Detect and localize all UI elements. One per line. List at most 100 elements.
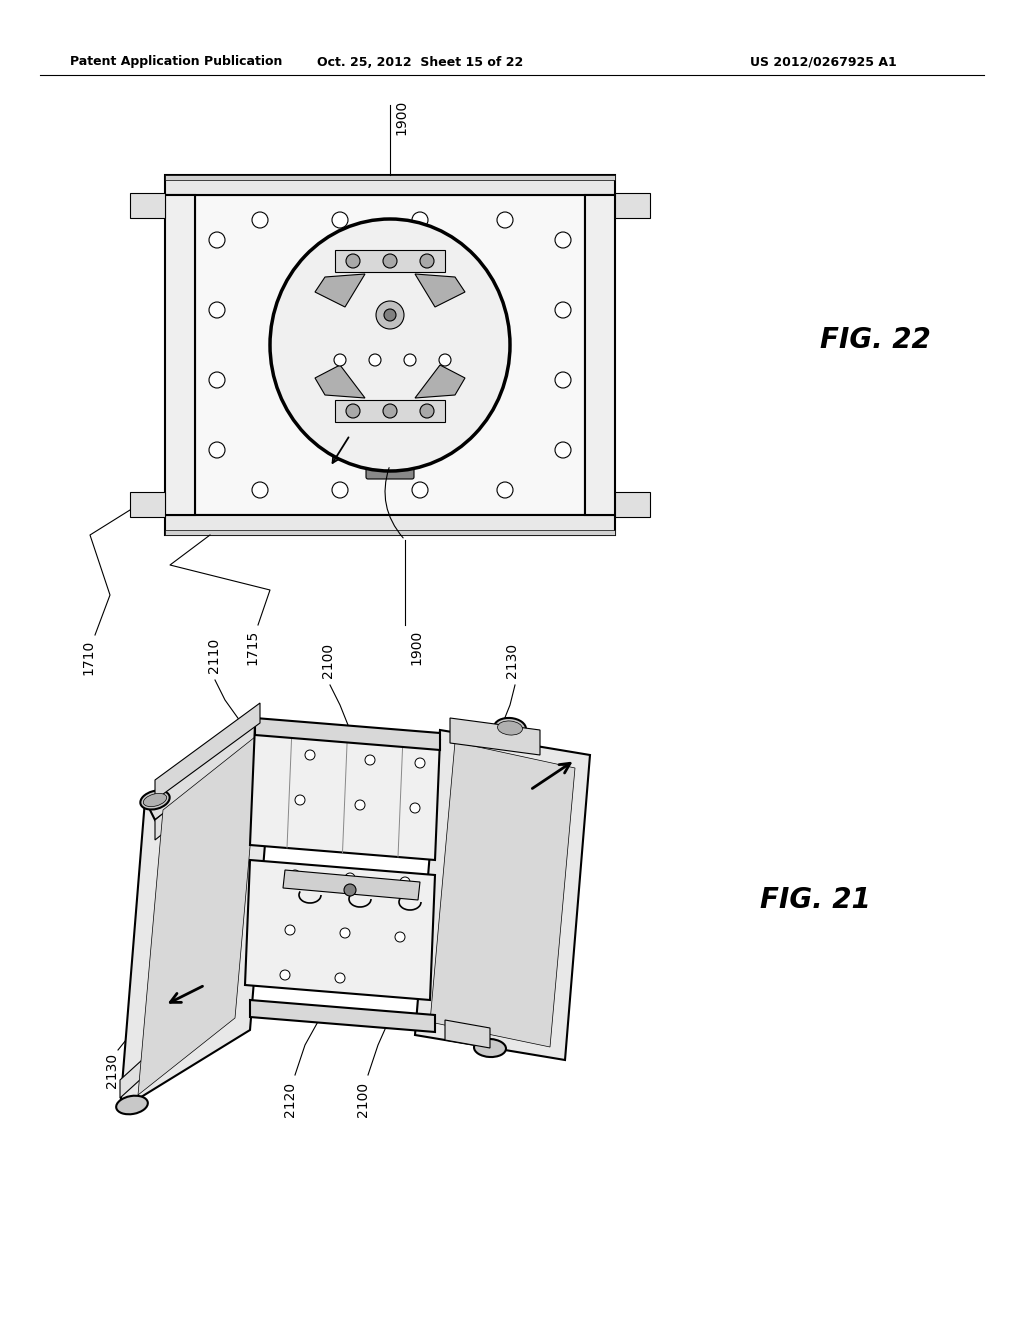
Text: 2130: 2130	[105, 1053, 119, 1088]
Bar	[335, 249, 445, 272]
Text: 2100: 2100	[356, 1082, 370, 1117]
Polygon shape	[245, 861, 435, 1001]
Polygon shape	[415, 366, 465, 399]
Circle shape	[383, 404, 397, 418]
Ellipse shape	[494, 718, 526, 738]
Circle shape	[340, 928, 350, 939]
Circle shape	[369, 354, 381, 366]
Ellipse shape	[116, 1096, 147, 1114]
Polygon shape	[315, 275, 365, 308]
Circle shape	[384, 309, 396, 321]
Ellipse shape	[474, 1039, 506, 1057]
Circle shape	[412, 213, 428, 228]
Circle shape	[346, 253, 360, 268]
Circle shape	[376, 301, 404, 329]
Polygon shape	[450, 718, 540, 755]
Bar	[615, 492, 650, 517]
Circle shape	[410, 803, 420, 813]
Text: 1900: 1900	[394, 100, 408, 135]
Circle shape	[383, 253, 397, 268]
Circle shape	[332, 213, 348, 228]
Circle shape	[209, 442, 225, 458]
Polygon shape	[250, 1001, 435, 1032]
Polygon shape	[155, 735, 260, 840]
Circle shape	[280, 970, 290, 979]
Polygon shape	[415, 730, 590, 1060]
Circle shape	[334, 354, 346, 366]
Text: 2110: 2110	[207, 638, 221, 673]
Polygon shape	[430, 742, 575, 1047]
Circle shape	[555, 372, 571, 388]
Bar	[130, 193, 165, 218]
Ellipse shape	[270, 219, 510, 471]
Bar	[335, 400, 445, 422]
Polygon shape	[145, 719, 265, 820]
Bar	[165, 176, 615, 180]
Bar	[615, 193, 650, 218]
Polygon shape	[120, 719, 275, 1110]
FancyBboxPatch shape	[366, 461, 414, 479]
Polygon shape	[255, 718, 440, 750]
Text: 1715: 1715	[245, 630, 259, 665]
Polygon shape	[250, 725, 440, 861]
Circle shape	[555, 232, 571, 248]
Circle shape	[209, 232, 225, 248]
Circle shape	[290, 870, 300, 880]
Circle shape	[555, 302, 571, 318]
Circle shape	[412, 482, 428, 498]
Circle shape	[497, 482, 513, 498]
Bar	[195, 195, 585, 515]
Polygon shape	[138, 733, 260, 1096]
Circle shape	[285, 925, 295, 935]
Polygon shape	[415, 275, 465, 308]
Bar	[165, 515, 615, 535]
Circle shape	[346, 404, 360, 418]
Bar	[130, 492, 165, 517]
Polygon shape	[315, 366, 365, 399]
Ellipse shape	[140, 791, 170, 809]
Text: 2130: 2130	[505, 643, 519, 678]
Ellipse shape	[143, 793, 167, 807]
Circle shape	[415, 758, 425, 768]
Text: 1900: 1900	[409, 630, 423, 665]
Circle shape	[404, 354, 416, 366]
Circle shape	[497, 213, 513, 228]
Circle shape	[420, 404, 434, 418]
Text: 2120: 2120	[283, 1082, 297, 1117]
Circle shape	[355, 800, 365, 810]
Text: 2100: 2100	[321, 643, 335, 678]
Circle shape	[344, 884, 356, 896]
Text: 1710: 1710	[81, 640, 95, 676]
Bar	[165, 195, 195, 515]
Circle shape	[439, 354, 451, 366]
Circle shape	[400, 876, 410, 887]
Polygon shape	[120, 1030, 175, 1098]
Circle shape	[395, 932, 406, 942]
FancyBboxPatch shape	[366, 231, 414, 249]
Polygon shape	[155, 704, 260, 800]
Circle shape	[305, 750, 315, 760]
Text: FIG. 22: FIG. 22	[820, 326, 931, 354]
Circle shape	[209, 302, 225, 318]
Ellipse shape	[498, 721, 522, 735]
Polygon shape	[283, 870, 420, 900]
Text: Patent Application Publication: Patent Application Publication	[70, 55, 283, 69]
Circle shape	[335, 973, 345, 983]
Circle shape	[555, 442, 571, 458]
Circle shape	[209, 372, 225, 388]
Bar	[165, 176, 615, 195]
Circle shape	[420, 253, 434, 268]
Text: FIG. 21: FIG. 21	[760, 886, 870, 913]
Polygon shape	[445, 1020, 490, 1048]
Circle shape	[252, 213, 268, 228]
Text: 1710: 1710	[163, 854, 177, 890]
Circle shape	[295, 795, 305, 805]
Text: US 2012/0267925 A1: US 2012/0267925 A1	[750, 55, 897, 69]
Circle shape	[345, 873, 355, 883]
Bar	[165, 531, 615, 535]
Text: Oct. 25, 2012  Sheet 15 of 22: Oct. 25, 2012 Sheet 15 of 22	[316, 55, 523, 69]
Circle shape	[252, 482, 268, 498]
Circle shape	[365, 755, 375, 766]
Bar	[585, 195, 615, 515]
Circle shape	[332, 482, 348, 498]
